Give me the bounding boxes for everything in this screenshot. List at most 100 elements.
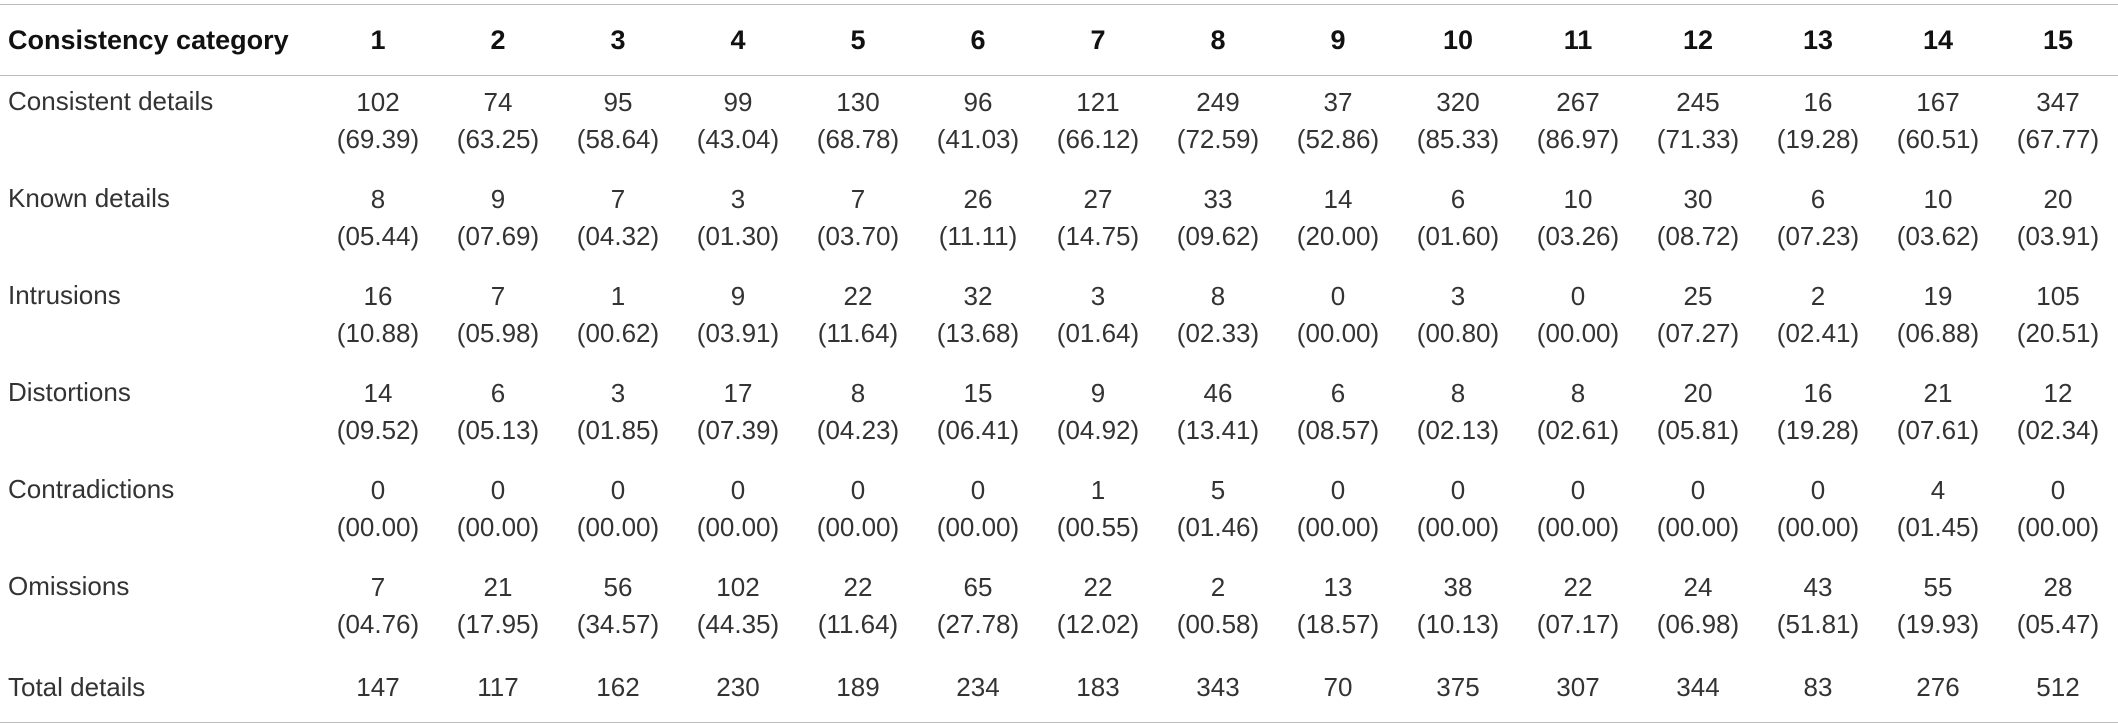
table-cell: 2 (00.58) <box>1158 561 1278 658</box>
table-cell: 9 (04.92) <box>1038 367 1158 464</box>
header-column-12: 12 <box>1682 24 1714 55</box>
table-cell: 26 (11.11) <box>918 173 1038 270</box>
cell-count: 25 <box>1683 281 1713 311</box>
cell-count: 0 <box>610 475 626 505</box>
cell-percent: (52.86) <box>1296 124 1380 154</box>
total-cell: 307 <box>1556 671 1600 702</box>
cell-count: 95 <box>603 87 633 117</box>
table-cell: 16 (19.28) <box>1758 367 1878 464</box>
cell-count: 96 <box>963 87 993 117</box>
table-cell: 320 (85.33) <box>1398 76 1518 174</box>
cell-percent: (63.25) <box>456 124 540 154</box>
table-cell: 4 (01.45) <box>1878 464 1998 561</box>
cell-count: 0 <box>970 475 986 505</box>
cell-count: 167 <box>1916 87 1960 117</box>
cell-count: 3 <box>730 184 746 214</box>
total-cell: 276 <box>1916 671 1960 702</box>
table-cell: 46 (13.41) <box>1158 367 1278 464</box>
cell-count: 2 <box>1810 281 1826 311</box>
cell-percent: (20.51) <box>2016 318 2100 348</box>
cell-percent: (03.91) <box>696 318 780 348</box>
cell-percent: (02.13) <box>1416 415 1500 445</box>
table-row: Consistent details 102 (69.39) 74 (63.25) 95 (… <box>0 76 2118 174</box>
header-column-4: 4 <box>730 24 746 55</box>
cell-count: 2 <box>1210 572 1226 602</box>
table-cell: 8 (02.61) <box>1518 367 1638 464</box>
cell-count: 1 <box>610 281 626 311</box>
cell-count: 6 <box>1450 184 1466 214</box>
cell-percent: (51.81) <box>1776 609 1860 639</box>
table-cell: 6 (05.13) <box>438 367 558 464</box>
cell-count: 99 <box>723 87 753 117</box>
cell-percent: (43.04) <box>696 124 780 154</box>
total-row: Total details 147 117 162 230 189 234 18… <box>0 658 2118 723</box>
header-column-2: 2 <box>490 24 506 55</box>
cell-percent: (02.61) <box>1536 415 1620 445</box>
cell-count: 7 <box>850 184 866 214</box>
header-column-9: 9 <box>1330 24 1346 55</box>
cell-percent: (13.41) <box>1176 415 1260 445</box>
table-cell: 21 (07.61) <box>1878 367 1998 464</box>
header-column-7: 7 <box>1090 24 1106 55</box>
cell-percent: (01.45) <box>1896 512 1980 542</box>
table-cell: 0 (00.00) <box>678 464 798 561</box>
cell-count: 1 <box>1090 475 1106 505</box>
cell-percent: (00.62) <box>576 318 660 348</box>
cell-percent: (00.00) <box>1656 512 1740 542</box>
header-column-5: 5 <box>850 24 866 55</box>
table-cell: 22 (12.02) <box>1038 561 1158 658</box>
cell-percent: (07.27) <box>1656 318 1740 348</box>
cell-percent: (00.00) <box>1296 318 1380 348</box>
table-cell: 0 (00.00) <box>318 464 438 561</box>
cell-percent: (41.03) <box>936 124 1020 154</box>
cell-count: 32 <box>963 281 993 311</box>
cell-count: 38 <box>1443 572 1473 602</box>
cell-count: 26 <box>963 184 993 214</box>
row-label: Consistent details <box>8 86 214 116</box>
table-cell: 24 (06.98) <box>1638 561 1758 658</box>
total-cell: 189 <box>836 671 880 702</box>
cell-percent: (68.78) <box>816 124 900 154</box>
table-cell: 0 (00.00) <box>1278 270 1398 367</box>
cell-percent: (27.78) <box>936 609 1020 639</box>
row-label: Omissions <box>8 571 130 601</box>
table-cell: 0 (00.00) <box>1758 464 1878 561</box>
cell-count: 19 <box>1923 281 1953 311</box>
cell-count: 24 <box>1683 572 1713 602</box>
cell-percent: (00.00) <box>1776 512 1860 542</box>
table-cell: 0 (00.00) <box>1278 464 1398 561</box>
total-cell: 147 <box>356 671 400 702</box>
cell-count: 7 <box>370 572 386 602</box>
row-label: Intrusions <box>8 280 121 310</box>
header-column-11: 11 <box>1563 24 1593 55</box>
table-cell: 0 (00.00) <box>798 464 918 561</box>
table-cell: 0 (00.00) <box>1638 464 1758 561</box>
table-cell: 3 (00.80) <box>1398 270 1518 367</box>
cell-count: 17 <box>723 378 753 408</box>
cell-count: 9 <box>730 281 746 311</box>
cell-count: 347 <box>2036 87 2080 117</box>
table-row: Known details 8 (05.44) 9 (07.69) 7 (04.32) 3 (0… <box>0 173 2118 270</box>
row-label: Distortions <box>8 377 131 407</box>
table-cell: 5 (01.46) <box>1158 464 1278 561</box>
table-cell: 6 (07.23) <box>1758 173 1878 270</box>
cell-percent: (00.00) <box>2016 512 2100 542</box>
cell-count: 8 <box>1570 378 1586 408</box>
table-cell: 8 (02.13) <box>1398 367 1518 464</box>
cell-percent: (69.39) <box>336 124 420 154</box>
header-column-13: 13 <box>1802 24 1834 55</box>
cell-count: 21 <box>483 572 513 602</box>
total-cell: 70 <box>1323 671 1353 702</box>
cell-count: 16 <box>363 281 393 311</box>
table-cell: 347 (67.77) <box>1998 76 2118 174</box>
cell-count: 27 <box>1083 184 1113 214</box>
table-cell: 8 (04.23) <box>798 367 918 464</box>
cell-count: 121 <box>1076 87 1120 117</box>
cell-count: 0 <box>850 475 866 505</box>
header-column-6: 6 <box>970 24 986 55</box>
cell-percent: (00.00) <box>456 512 540 542</box>
table-cell: 20 (03.91) <box>1998 173 2118 270</box>
cell-count: 65 <box>963 572 993 602</box>
row-label: Contradictions <box>8 474 175 504</box>
cell-percent: (00.00) <box>1416 512 1500 542</box>
